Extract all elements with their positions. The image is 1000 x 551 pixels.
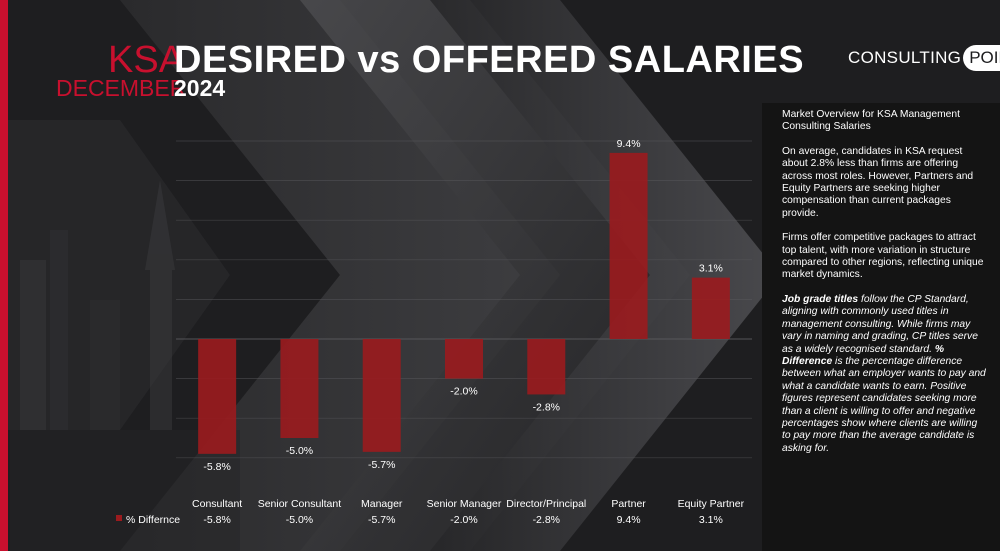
legend-series-name: % Differnce [126,514,180,526]
panel-paragraph-2: Firms offer competitive packages to attr… [782,232,984,281]
bar [198,339,237,454]
panel-heading: Market Overview for KSA Management Consu… [782,109,960,133]
data-label: 3.1% [699,263,723,275]
bar [280,339,319,438]
data-label: -2.8% [533,401,560,413]
bar [445,339,483,379]
category-label: Senior Manager [427,498,502,510]
definition-text-2: is the percentage difference between wha… [782,355,986,454]
category-label: Director/Principal [506,498,586,510]
table-value: 3.1% [699,514,723,526]
title-year: 2024 [174,75,226,101]
title-main: DESIRED vs OFFERED SALARIES [174,39,805,81]
category-label: Partner [611,498,646,510]
table-value: -2.0% [450,514,477,526]
logo-accent: POINT [963,45,1000,71]
company-logo: CONSULTING POINT [848,40,1000,76]
category-label: Senior Consultant [258,498,342,510]
title-region: KSA [108,39,185,81]
definition-text-1: follow the CP Standard, aligning with co… [782,293,978,355]
panel-paragraph-1: On average, candidates in KSA request ab… [782,145,974,219]
data-label: -2.0% [450,386,477,398]
legend-swatch [116,515,122,521]
table-value: -5.7% [368,514,395,526]
category-label: Consultant [192,498,242,510]
data-label: -5.7% [368,459,395,471]
definition-term-1: Job grade titles [782,293,859,305]
table-value: -2.8% [533,514,560,526]
market-overview-panel: Market Overview for KSA Management Consu… [762,103,1000,551]
title-month: DECEMBER [56,75,187,101]
panel-definitions: Job grade titles follow the CP Standard,… [782,294,986,455]
data-label: -5.8% [203,461,230,473]
data-label: 9.4% [617,138,641,150]
accent-bar [0,0,8,551]
definition-term-2: % Difference [782,343,944,367]
data-label: -5.0% [286,445,313,457]
bar [362,339,401,452]
bar [527,339,566,395]
category-label: Manager [361,498,403,510]
bar [691,277,730,339]
table-value: -5.8% [203,514,230,526]
table-value: 9.4% [617,514,641,526]
bar [609,152,648,339]
logo-word: CONSULTING [848,48,962,67]
table-value: -5.0% [286,514,313,526]
category-label: Equity Partner [678,498,745,510]
